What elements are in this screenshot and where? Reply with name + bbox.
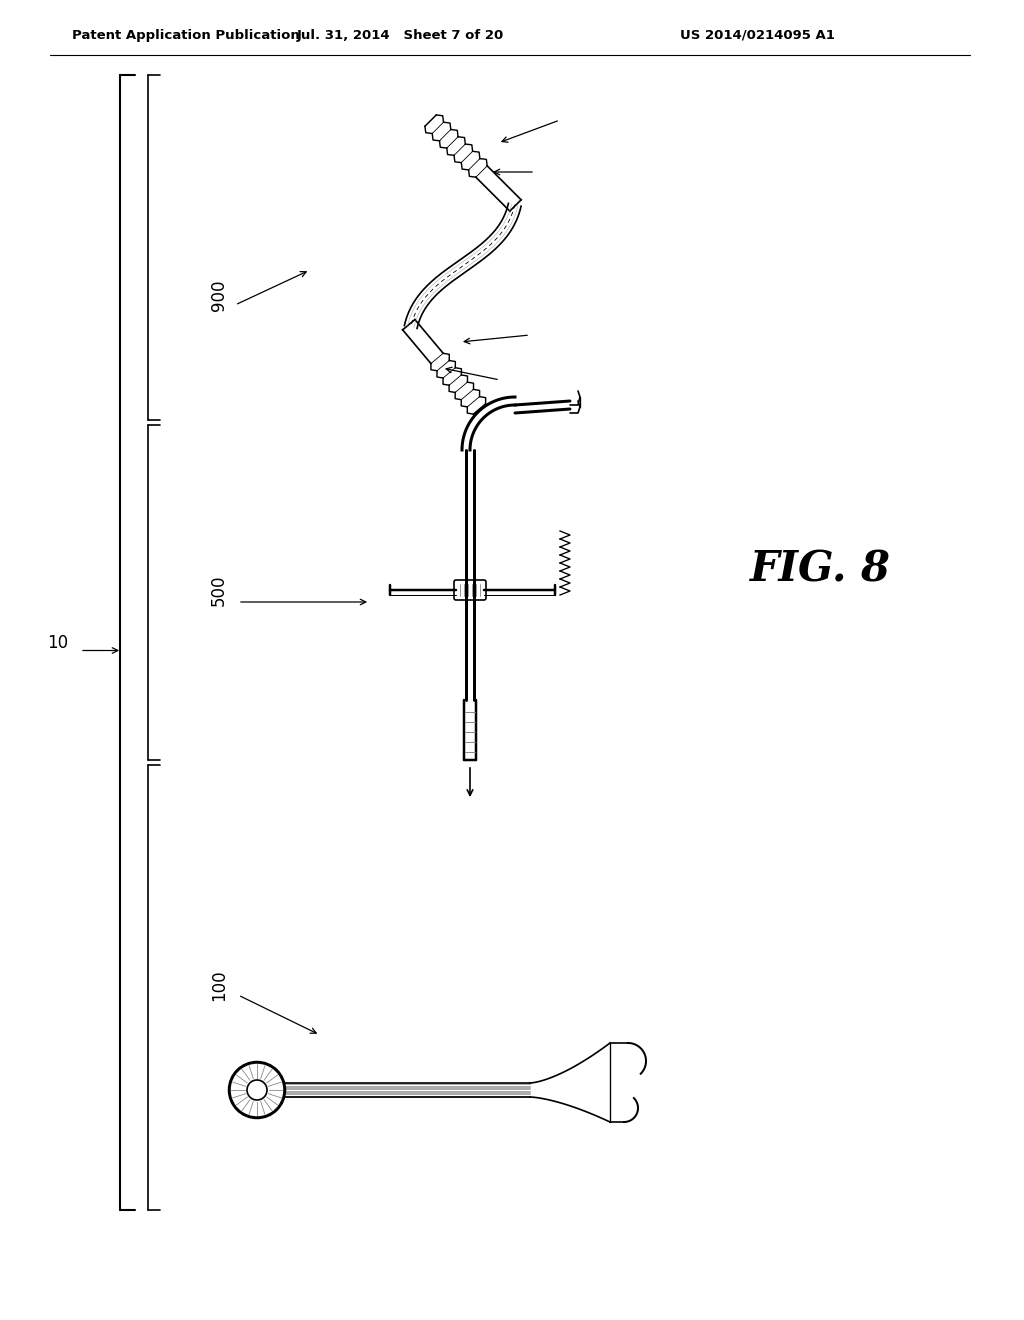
Text: Jul. 31, 2014   Sheet 7 of 20: Jul. 31, 2014 Sheet 7 of 20 <box>296 29 504 41</box>
Circle shape <box>229 1063 285 1118</box>
Text: US 2014/0214095 A1: US 2014/0214095 A1 <box>680 29 835 41</box>
Circle shape <box>247 1080 267 1100</box>
Text: FIG. 8: FIG. 8 <box>750 549 891 591</box>
Text: 10: 10 <box>47 634 68 652</box>
FancyBboxPatch shape <box>454 579 486 601</box>
Text: Patent Application Publication: Patent Application Publication <box>72 29 300 41</box>
Text: 500: 500 <box>210 574 228 606</box>
Text: 100: 100 <box>210 969 228 1001</box>
Text: 900: 900 <box>210 280 228 310</box>
